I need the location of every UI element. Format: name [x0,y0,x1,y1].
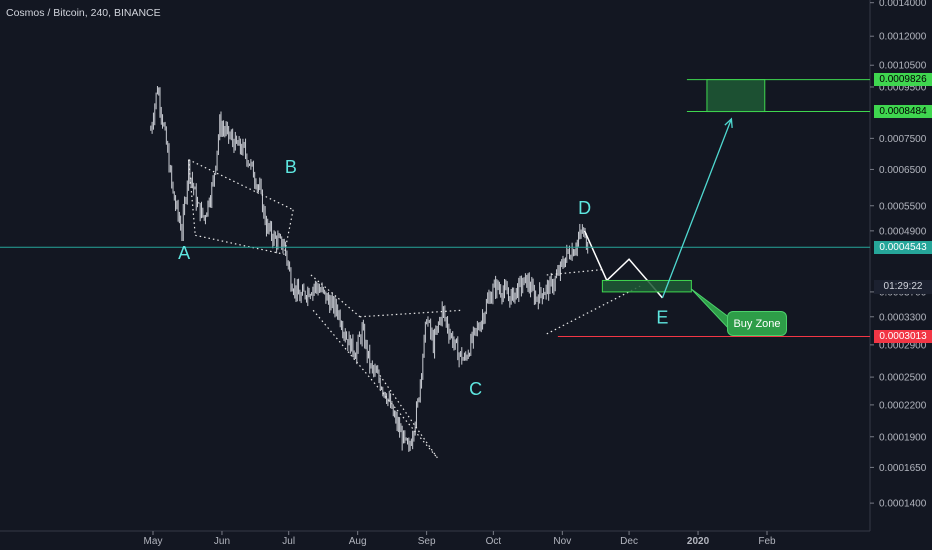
target-box [706,79,766,113]
projected-path [583,230,664,299]
price-tick-label: 0.0003300 [879,312,927,323]
channel-line [359,309,463,318]
channel-line [188,159,294,211]
price-tick-label: 0.0001400 [879,499,927,510]
channel-line [195,234,285,255]
time-tick-label: Sep [418,536,436,547]
buy-zone-box [601,279,692,293]
price-tick-label: 0.0009500 [879,82,927,93]
time-tick-label: Dec [620,536,638,547]
drawing-annotations: A B C D E [0,79,870,459]
price-tick-label: 0.0002200 [879,400,927,411]
time-tick-label: Oct [486,536,502,547]
price-tick-label: 0.0005500 [879,201,927,212]
time-tick-label: Feb [758,536,776,547]
channel-line [312,309,439,459]
price-tick-label: 0.0006500 [879,165,927,176]
wave-label-a: A [178,243,190,263]
channel-line [310,274,361,318]
wave-label-b: B [285,157,297,177]
channel-line [379,375,439,459]
price-tag: 0.0009826 [874,73,932,87]
channel-line [283,209,294,255]
time-tick-label: 2020 [687,536,710,547]
arrow-head [724,117,733,128]
symbol-title: Cosmos / Bitcoin, 240, BINANCE [6,7,161,19]
price-tick-label: 0.0001900 [879,432,927,443]
channel-line [546,268,603,276]
time-tick-label: Aug [349,536,367,547]
buy-zone-callout[interactable]: Buy Zone [727,311,787,336]
time-tick-label: Jun [214,536,230,547]
time-tick-label: Nov [553,536,571,547]
bar-countdown: 01:29:22 [874,280,932,294]
price-candles [150,85,589,452]
channel-line [187,159,196,236]
wave-label-e: E [656,307,668,327]
price-tick-label: 0.0014000 [879,0,927,9]
price-tick-label: 0.0010500 [879,61,927,72]
price-tick-label: 0.0012000 [879,32,927,43]
price-tick-label: 0.0007500 [879,134,927,145]
price-tick-label: 0.0001650 [879,463,927,474]
price-tag: 0.0003013 [874,330,932,344]
callout-pointer [690,288,731,332]
wave-label-d: D [578,198,591,218]
time-tick-label: Jul [282,536,295,547]
price-tick-label: 0.0004900 [879,226,927,237]
price-tick-label: 0.0002500 [879,373,927,384]
time-tick-label: May [144,536,163,547]
price-tag: 0.0004543 [874,240,932,254]
wave-label-c: C [469,379,482,399]
time-axis[interactable]: May Jun Jul Aug Sep Oct Nov Dec 2020 Feb [144,531,777,547]
channel-line [546,285,641,335]
price-tick-label: 0.0002900 [879,340,927,351]
projection-arrow [661,118,733,299]
grid-layer [0,0,871,532]
price-tag: 0.0008484 [874,105,932,119]
